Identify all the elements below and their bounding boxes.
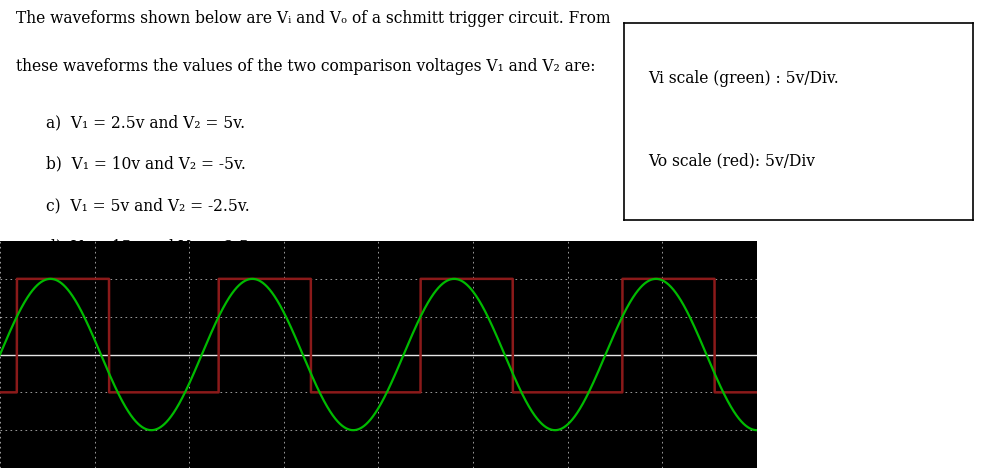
Text: c)  V₁ = 5v and V₂ = -2.5v.: c) V₁ = 5v and V₂ = -2.5v. (46, 197, 250, 214)
Text: The waveforms shown below are Vᵢ and Vₒ of a schmitt trigger circuit. From: The waveforms shown below are Vᵢ and Vₒ … (16, 9, 610, 27)
Text: d)  V₁ = 15v and V₂ = -2.5v.: d) V₁ = 15v and V₂ = -2.5v. (46, 238, 260, 256)
Text: a)  V₁ = 2.5v and V₂ = 5v.: a) V₁ = 2.5v and V₂ = 5v. (46, 114, 245, 131)
Text: Vi scale (green) : 5v/Div.: Vi scale (green) : 5v/Div. (649, 70, 839, 87)
Text: b)  V₁ = 10v and V₂ = -5v.: b) V₁ = 10v and V₂ = -5v. (46, 155, 246, 173)
Text: these waveforms the values of the two comparison voltages V₁ and V₂ are:: these waveforms the values of the two co… (16, 58, 596, 75)
Text: Vo scale (red): 5v/Div: Vo scale (red): 5v/Div (649, 153, 816, 169)
